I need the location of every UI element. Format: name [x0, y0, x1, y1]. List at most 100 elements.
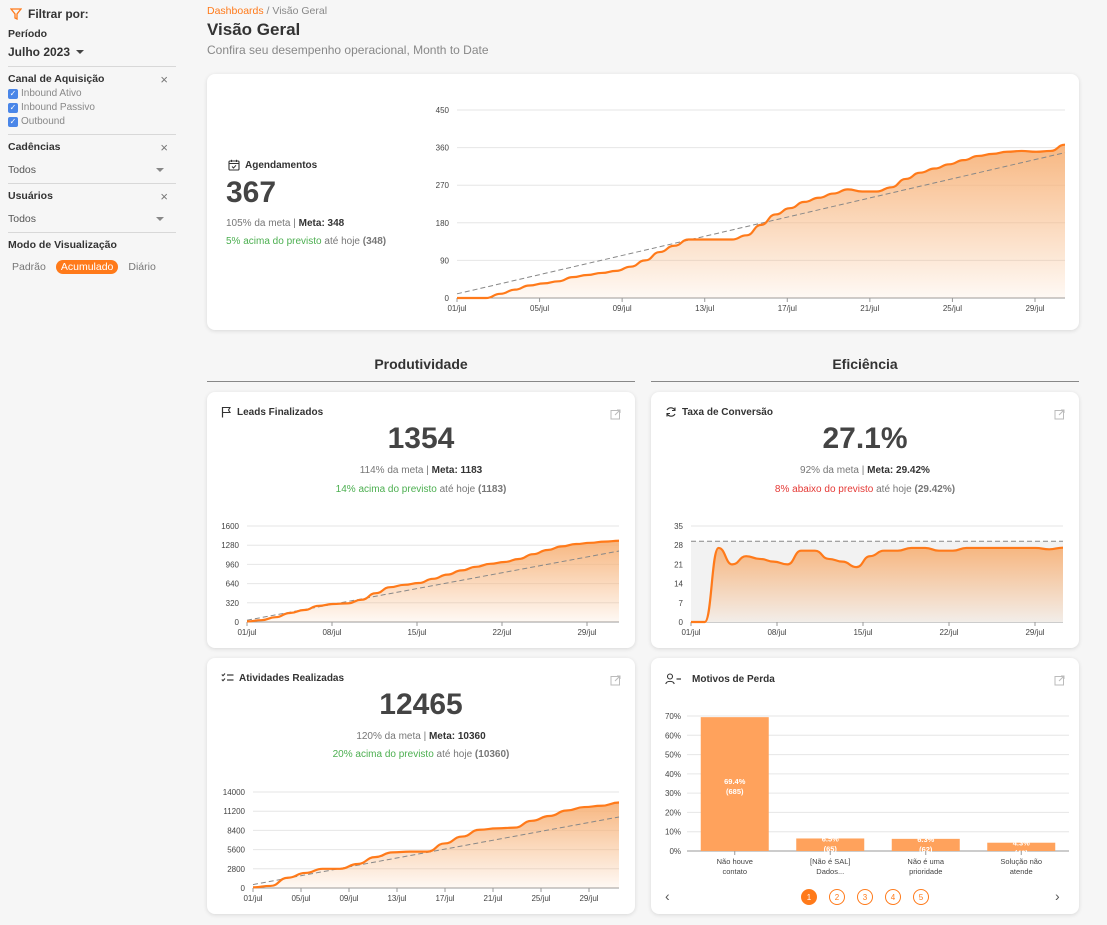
page-button[interactable]: 1: [801, 889, 817, 905]
bar: [987, 842, 1056, 851]
y-tick-label: 14000: [223, 788, 246, 797]
period-select[interactable]: Julho 2023: [8, 45, 176, 59]
forecast-line: 14% acima do previsto até hoje (1183): [207, 484, 635, 495]
forecast-value: (10360): [474, 749, 510, 760]
bar: [796, 838, 865, 851]
external-link-icon[interactable]: [610, 409, 621, 420]
cadences-section: Cadências × Todos: [8, 135, 176, 184]
forecast-line: 5% acima do previsto até hoje (348): [226, 236, 386, 247]
meta-label: Meta: 10360: [428, 731, 486, 742]
meta-text: da meta |: [820, 465, 868, 476]
users-label: Usuários: [8, 190, 53, 202]
atividades-chart: 0 2800 5600 8400 11200 14000 01/jul 05/jul 09/ju…: [223, 788, 620, 903]
conversao-card: Taxa de Conversão 27.1% 92% da meta | Me…: [651, 392, 1079, 648]
checkbox-icon[interactable]: ✓: [8, 116, 18, 127]
mode-option-padrao[interactable]: Padrão: [12, 261, 46, 273]
close-icon[interactable]: ×: [160, 140, 168, 155]
users-section: Usuários × Todos: [8, 184, 176, 233]
x-tick-label: 05/jul: [530, 304, 549, 313]
breadcrumb-separator: /: [263, 5, 273, 17]
calendar-check-icon: [228, 159, 240, 171]
y-tick-label: 270: [436, 181, 450, 190]
meta-label: Meta: 29.42%: [867, 465, 930, 476]
x-tick-label: 17/jul: [778, 304, 797, 313]
y-tick-label: 1280: [221, 541, 239, 550]
forecast-text: até hoje: [873, 484, 915, 495]
channel-option[interactable]: ✓ Outbound: [8, 116, 176, 127]
chevron-right-icon[interactable]: ›: [1055, 888, 1060, 904]
forecast-highlight: 14% acima do previsto: [335, 484, 437, 495]
cadences-select[interactable]: Todos: [8, 164, 176, 176]
section-title-eficiencia: Eficiência: [832, 356, 898, 372]
agendamentos-card: Agendamentos 367 105% da meta | Meta: 34…: [207, 74, 1079, 330]
user-minus-icon: [665, 673, 681, 685]
x-tick-label: Dados...: [816, 867, 844, 876]
users-select[interactable]: Todos: [8, 213, 176, 225]
page-button[interactable]: 5: [913, 889, 929, 905]
mode-option-acumulado[interactable]: Acumulado: [55, 260, 119, 274]
external-link-icon[interactable]: [1054, 409, 1065, 420]
mode-option-diario[interactable]: Diário: [128, 261, 156, 273]
meta-line: 105% da meta | Meta: 348: [226, 218, 344, 229]
y-tick-label: 960: [226, 560, 240, 569]
channel-option[interactable]: ✓ Inbound Ativo: [8, 88, 176, 99]
chevron-left-icon[interactable]: ‹: [665, 888, 670, 904]
breadcrumb: Dashboards / Visão Geral: [207, 5, 327, 17]
filter-title: Filtrar por:: [28, 7, 89, 21]
external-link-icon[interactable]: [1054, 675, 1065, 686]
forecast-line: 20% acima do previsto até hoje (10360): [207, 749, 635, 760]
x-tick-label: 17/jul: [435, 894, 454, 903]
bar: [700, 717, 769, 851]
bar-value-label: (65): [824, 844, 838, 853]
x-tick-label: 15/jul: [407, 628, 426, 637]
x-tick-label: Solução não: [1000, 857, 1042, 866]
page-button[interactable]: 2: [829, 889, 845, 905]
card-title: Agendamentos: [228, 159, 317, 171]
x-tick-label: 05/jul: [291, 894, 310, 903]
leads-card: Leads Finalizados 1354 114% da meta | Me…: [207, 392, 635, 648]
page-button[interactable]: 4: [885, 889, 901, 905]
chevron-down-icon: [76, 50, 85, 54]
card-title-text: Atividades Realizadas: [239, 672, 345, 684]
close-icon[interactable]: ×: [160, 72, 168, 87]
checkbox-icon[interactable]: ✓: [8, 102, 18, 113]
agendamentos-chart: 0 90 180 270 360 450 01/jul 05/jul 09/jul 13/jul 1…: [436, 106, 1066, 313]
series-line: [252, 801, 620, 889]
checkbox-icon[interactable]: ✓: [8, 88, 18, 99]
conversao-chart: 0 7 14 21 28 35 01/jul 08/jul 15/jul 22/jul 29/jul: [674, 522, 1064, 637]
card-title-text: Agendamentos: [245, 159, 318, 171]
card-title-text: Leads Finalizados: [237, 406, 324, 418]
external-link-icon[interactable]: [610, 675, 621, 686]
area-fill: [247, 540, 619, 622]
meta-percent: 105%: [226, 218, 252, 229]
y-tick-label: 0: [241, 884, 246, 893]
y-tick-label: 40%: [665, 770, 681, 779]
x-tick-label: 29/jul: [577, 628, 596, 637]
x-tick-label: 13/jul: [387, 894, 406, 903]
x-tick-label: Não houve: [717, 857, 753, 866]
x-tick-label: 22/jul: [939, 628, 958, 637]
forecast-text: até hoje: [436, 484, 478, 495]
breadcrumb-link-dashboards[interactable]: Dashboards: [207, 5, 264, 17]
mode-section: Modo de Visualização Padrão Acumulado Di…: [8, 233, 178, 274]
page-title: Visão Geral: [207, 20, 301, 39]
forecast-line: [252, 816, 620, 886]
y-tick-label: 50%: [665, 751, 681, 760]
agendamentos-value: 367: [226, 176, 277, 209]
y-tick-label: 7: [679, 599, 684, 608]
card-title-text: Taxa de Conversão: [682, 406, 773, 418]
y-tick-label: 11200: [223, 807, 245, 816]
y-tick-label: 2800: [227, 865, 245, 874]
x-tick-label: 15/jul: [853, 628, 872, 637]
forecast-highlight: 8% abaixo do previsto: [774, 484, 874, 495]
x-tick-label: 08/jul: [322, 628, 341, 637]
channel-option[interactable]: ✓ Inbound Passivo: [8, 102, 176, 113]
x-tick-label: 29/jul: [1025, 304, 1044, 313]
page-button[interactable]: 3: [857, 889, 873, 905]
pagination: 1 2 3 4 5: [801, 889, 929, 905]
y-tick-label: 5600: [227, 846, 245, 855]
x-tick-label: 01/jul: [243, 894, 262, 903]
close-icon[interactable]: ×: [160, 189, 168, 204]
meta-percent: 114%: [359, 465, 385, 476]
bar: [891, 838, 960, 851]
